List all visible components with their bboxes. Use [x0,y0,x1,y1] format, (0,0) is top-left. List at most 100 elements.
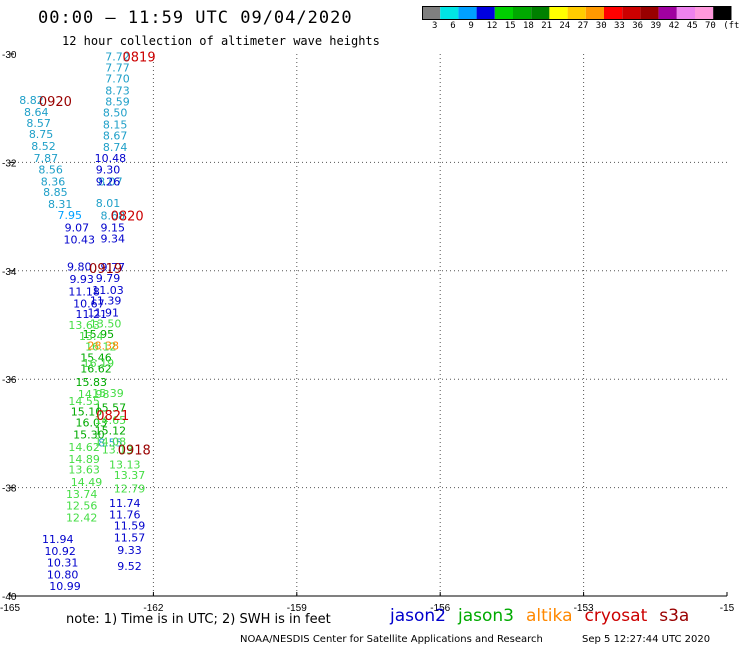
swh-value-jason3-light: 12.79 [114,483,146,496]
swh-value-jason2: 9.80 [67,260,92,273]
swh-value-s3a: 8.36 [41,175,66,188]
color-swatch [658,6,677,20]
color-scale-label: 70 [705,21,716,31]
color-scale-bar [422,6,732,20]
swh-value-jason3: 15.57 [95,401,127,414]
swh-value-jason2: 11.03 [92,284,124,297]
swh-value-jason3: 16.03 [76,417,108,430]
swh-value-s3a: 8.31 [48,198,73,211]
swh-value-s3a: 8.59 [105,96,130,109]
swh-value-s3a: 8.73 [105,84,130,97]
credit-line: NOAA/NESDIS Center for Satellite Applica… [240,634,543,645]
x-tick-label: -153 [574,603,594,614]
swh-value-jason3-light: 12.56 [66,499,98,512]
swh-value-jason3-light: 13.63 [68,319,100,332]
color-scale-label: 3 [432,21,438,31]
color-swatch [513,6,532,20]
swh-value-jason2: 9.26 [96,175,121,188]
swh-value-jason2: 10.92 [44,545,76,558]
color-swatch [440,6,459,20]
swh-value-jason3-light: 14.62 [68,441,100,454]
legend-entry: s3a [659,606,690,626]
x-tick-label: -165 [0,603,20,614]
swh-value-s3a: 7.77 [105,62,130,75]
swh-value-s3a: 8.64 [24,106,49,119]
y-tick-label: -40 [2,592,17,603]
chart-subtitle: 12 hour collection of altimeter wave hei… [62,34,380,48]
swh-value-jason3-light: 13.63 [68,464,100,477]
swh-value-jason2: 9.33 [117,544,142,557]
color-swatch [604,6,623,20]
swh-value-jason2: 9.15 [101,221,126,234]
color-scale-label: 30 [595,21,607,31]
x-tick-label: -162 [143,603,163,614]
swh-value-jason3-light: 12.42 [66,511,98,524]
swh-value-jason2: 9.77 [101,261,126,274]
swh-value-jason3-light: 14.55 [68,395,100,408]
swh-value-s3a: 8.57 [26,117,51,130]
swh-value-s3a: 8.85 [43,186,68,199]
pass-time-label: 0919 [89,262,122,277]
swh-value-jason3: 15.12 [95,425,127,438]
color-scale-label: 45 [686,21,698,31]
swh-value-jason3: 15.83 [76,376,108,389]
color-swatch [458,6,477,20]
color-scale-label: 27 [577,21,589,31]
swh-value-s3a: 8.15 [103,118,128,131]
swh-value-jason2: 9.34 [101,232,126,245]
swh-value-jason2: 9.79 [96,272,121,285]
swh-value-jason3-light: 16.19 [83,357,115,370]
legend-entry: altika [526,606,573,626]
color-swatch [549,6,568,20]
color-swatch [695,6,714,20]
swh-value-jason2: 11.76 [109,509,141,522]
swh-value-jason3-light: 16.12 [85,341,117,354]
pass-time-label: 0820 [111,210,144,225]
x-tick-label: -156 [430,603,450,614]
pass-time-label: 0918 [118,444,151,459]
color-scale-label: 24 [559,21,571,31]
color-scale-label: 36 [632,21,644,31]
swh-value-jason3-light: 13.74 [66,488,98,501]
swh-value-jason2: 10.99 [49,580,81,593]
color-swatch [494,6,513,20]
color-bar-frame [422,6,732,20]
swh-value-jason2: 10.80 [47,568,79,581]
color-scale-label: 12 [486,21,498,31]
color-scale-label: 21 [541,21,553,31]
swh-value-jason3-light: 13.50 [90,317,122,330]
swh-value-jason3-light: 14.98 [78,388,110,401]
color-scale-label: 42 [668,21,680,31]
y-tick-label: -36 [2,375,17,386]
swh-value-jason2: 11.59 [114,520,146,533]
color-swatch [713,6,732,20]
color-scale-label: (ft) [723,21,740,31]
swh-value-jason3-light: 13.13 [102,444,134,457]
swh-value-jason2: 11.39 [90,295,122,308]
color-swatch [622,6,641,20]
swh-value-s3a: 8.67 [103,129,128,142]
generated-timestamp: Sep 5 12:27:44 UTC 2020 [582,634,711,645]
swh-value-jason2: 11.94 [42,533,74,546]
swh-value-jason2: 11.18 [68,285,100,298]
y-tick-label: -30 [2,50,17,61]
swh-value-altika: 28.38 [87,340,119,353]
pass-time-label: 0920 [39,95,72,110]
swh-value-jason3-light: 14.89 [68,453,100,466]
y-tick-label: -38 [2,484,17,495]
color-swatch [476,6,495,20]
color-scale-label: 18 [523,21,534,31]
color-swatch [567,6,586,20]
legend-entry: jason2 [390,606,446,626]
swh-value-s3a: 8.74 [103,141,128,154]
swh-value-s3a: 8.01 [96,197,121,210]
y-tick-label: -34 [2,267,17,278]
color-swatch [640,6,659,20]
color-scale-label: 39 [650,21,662,31]
color-scale-label: 33 [614,21,625,31]
swh-value-jason3: 15.10 [71,406,103,419]
swh-value-jason2: 11.74 [109,497,141,510]
swh-value-s3a: 8.68 [101,210,126,223]
swh-value-jason3-light: 13.37 [114,469,146,482]
